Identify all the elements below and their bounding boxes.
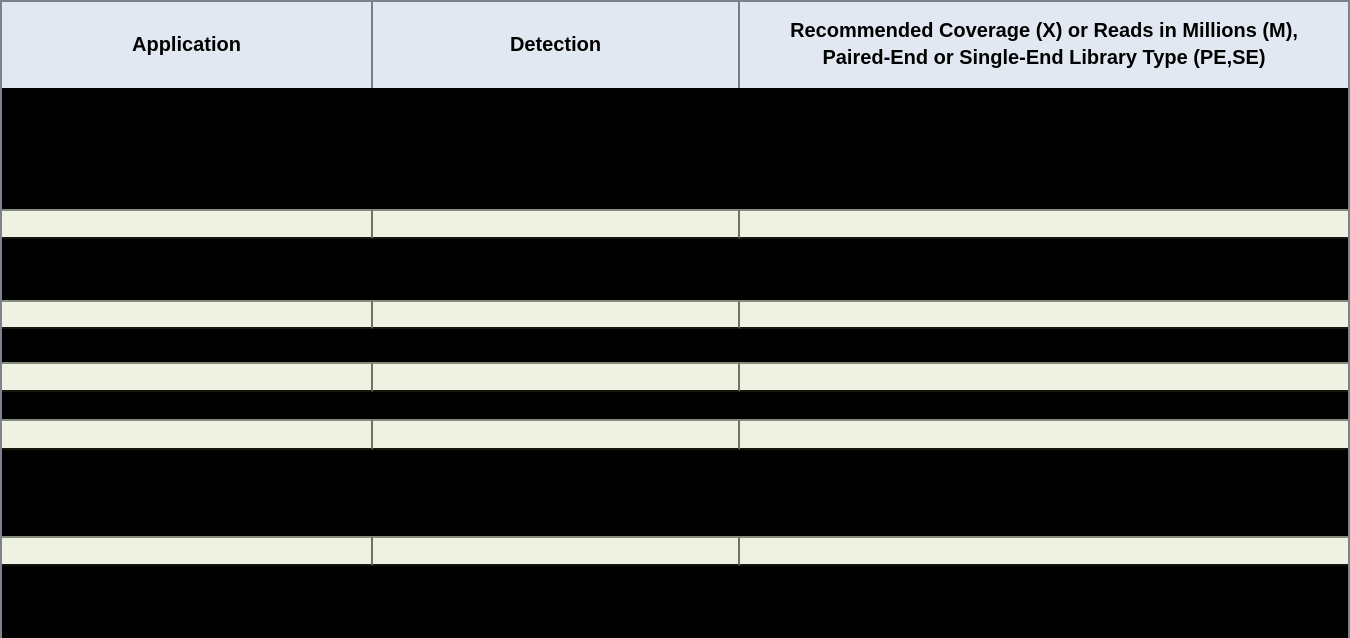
table-row-redacted <box>2 450 1348 536</box>
table-row-redacted <box>2 566 1348 638</box>
table-cell-empty <box>373 536 740 566</box>
table-cell-empty <box>2 300 373 329</box>
column-header-application: Application <box>2 2 373 88</box>
table-cell-empty <box>373 300 740 329</box>
table-row-redacted <box>2 88 1348 209</box>
table-cell-empty <box>373 362 740 392</box>
table-row-redacted <box>2 329 1348 362</box>
table-cell-empty <box>2 536 373 566</box>
table-cell-empty <box>740 300 1348 329</box>
table-cell-empty <box>740 419 1348 450</box>
table-cell-empty <box>373 209 740 239</box>
table-row-empty <box>2 300 1348 329</box>
table-row-empty <box>2 209 1348 239</box>
table-row-empty <box>2 362 1348 392</box>
table-cell-empty <box>2 362 373 392</box>
table-row-empty <box>2 419 1348 450</box>
table-header-row: Application Detection Recommended Covera… <box>2 2 1348 88</box>
table-cell-empty <box>740 362 1348 392</box>
table-row-redacted <box>2 239 1348 300</box>
table-cell-empty <box>2 209 373 239</box>
table-cell-empty <box>740 209 1348 239</box>
table-body <box>2 88 1348 638</box>
table-row-redacted <box>2 392 1348 419</box>
column-header-detection: Detection <box>373 2 740 88</box>
column-header-recommended-coverage: Recommended Coverage (X) or Reads in Mil… <box>740 2 1348 88</box>
table-row-empty <box>2 536 1348 566</box>
table-cell-empty <box>2 419 373 450</box>
table-cell-empty <box>740 536 1348 566</box>
table-cell-empty <box>373 419 740 450</box>
